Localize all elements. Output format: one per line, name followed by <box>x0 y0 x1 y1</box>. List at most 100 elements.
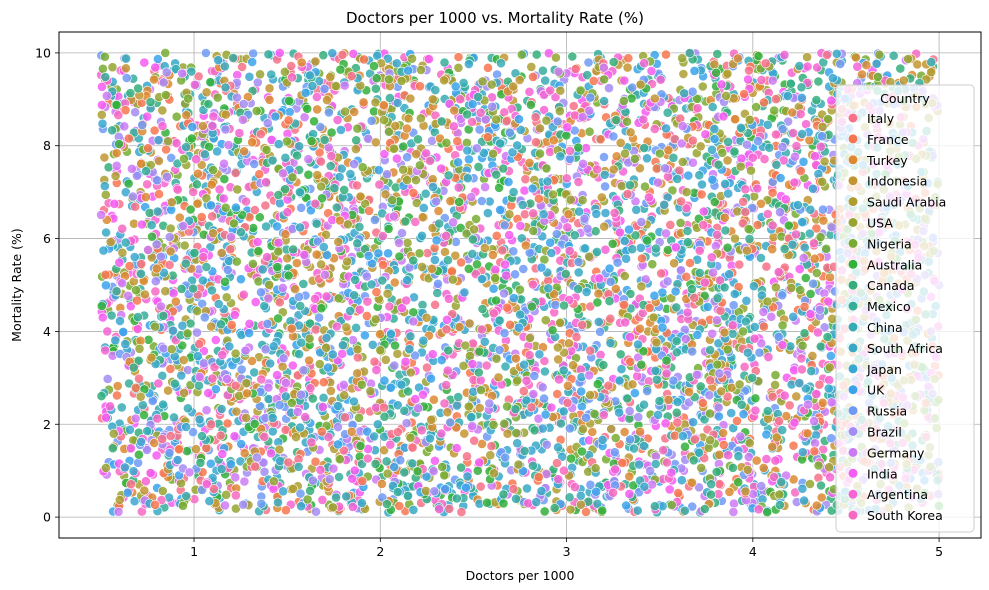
data-point <box>767 220 778 231</box>
data-point <box>813 76 824 87</box>
data-point <box>620 317 631 328</box>
data-point <box>146 220 157 230</box>
data-point <box>299 112 310 123</box>
data-point <box>249 205 260 215</box>
data-point <box>749 333 760 344</box>
data-point <box>121 53 131 64</box>
data-point <box>632 371 643 382</box>
data-point <box>515 309 526 320</box>
data-point <box>402 152 412 163</box>
data-point <box>780 194 791 205</box>
data-point <box>491 230 502 241</box>
data-point <box>235 274 246 285</box>
data-point <box>775 173 786 183</box>
data-point <box>573 142 584 153</box>
data-point <box>504 127 515 138</box>
data-point <box>912 59 923 70</box>
data-point <box>391 153 402 164</box>
data-point <box>451 443 462 453</box>
data-point <box>619 75 630 86</box>
data-point <box>898 75 909 86</box>
data-point <box>658 445 669 456</box>
data-point <box>157 105 168 116</box>
data-point <box>251 106 262 116</box>
data-point <box>440 247 450 257</box>
data-point <box>491 353 502 364</box>
data-point <box>241 412 251 423</box>
data-point <box>616 181 627 191</box>
data-point <box>265 358 276 369</box>
data-point <box>370 97 381 108</box>
data-point <box>397 228 407 238</box>
data-point <box>651 374 662 385</box>
data-point <box>294 187 305 197</box>
data-point <box>362 296 373 307</box>
data-point <box>218 193 229 204</box>
data-point <box>382 169 392 180</box>
data-point <box>383 223 394 234</box>
data-point <box>126 163 137 174</box>
data-point <box>695 141 706 152</box>
data-point <box>379 375 390 386</box>
data-point <box>661 49 671 60</box>
data-point <box>427 94 438 105</box>
data-point <box>262 118 273 129</box>
data-point <box>707 144 717 155</box>
data-point <box>476 324 487 335</box>
data-point <box>813 327 823 338</box>
data-point <box>310 324 321 335</box>
data-point <box>263 49 274 60</box>
data-point <box>752 220 763 230</box>
data-point <box>627 82 638 93</box>
data-point <box>636 217 647 227</box>
data-point <box>166 197 177 208</box>
data-point <box>715 305 726 316</box>
data-point <box>263 293 274 304</box>
data-point <box>535 123 545 134</box>
data-point <box>456 507 467 517</box>
data-point <box>192 327 202 338</box>
data-point <box>729 498 739 509</box>
data-point <box>417 389 428 400</box>
data-point <box>591 208 602 219</box>
data-point <box>635 79 646 90</box>
data-point <box>296 389 306 400</box>
data-point <box>130 107 141 118</box>
data-point <box>788 311 799 322</box>
data-point <box>770 379 780 390</box>
data-point <box>352 344 363 355</box>
data-point <box>835 59 846 69</box>
data-point <box>533 472 544 482</box>
data-point <box>230 348 241 359</box>
data-point <box>729 146 740 157</box>
data-point <box>264 83 275 94</box>
data-point <box>129 252 140 262</box>
data-point <box>574 206 584 217</box>
data-point <box>655 74 666 85</box>
data-point <box>783 220 794 231</box>
data-point <box>182 403 193 414</box>
data-point <box>625 332 635 342</box>
data-point <box>764 142 775 153</box>
data-point <box>443 293 454 304</box>
data-point <box>118 326 129 337</box>
data-point <box>428 181 438 192</box>
data-point <box>130 201 141 212</box>
data-point <box>219 158 229 169</box>
data-point <box>698 398 708 408</box>
data-point <box>407 53 417 64</box>
data-point <box>744 114 755 125</box>
data-point <box>623 53 634 64</box>
data-point <box>650 365 661 376</box>
data-point <box>157 370 168 381</box>
data-point <box>117 223 128 234</box>
data-point <box>439 75 449 86</box>
data-point <box>188 283 198 294</box>
data-point <box>551 229 562 239</box>
data-point <box>238 289 249 300</box>
data-point <box>382 288 393 299</box>
data-point <box>384 301 395 312</box>
data-point <box>318 50 329 61</box>
data-point <box>473 367 484 378</box>
